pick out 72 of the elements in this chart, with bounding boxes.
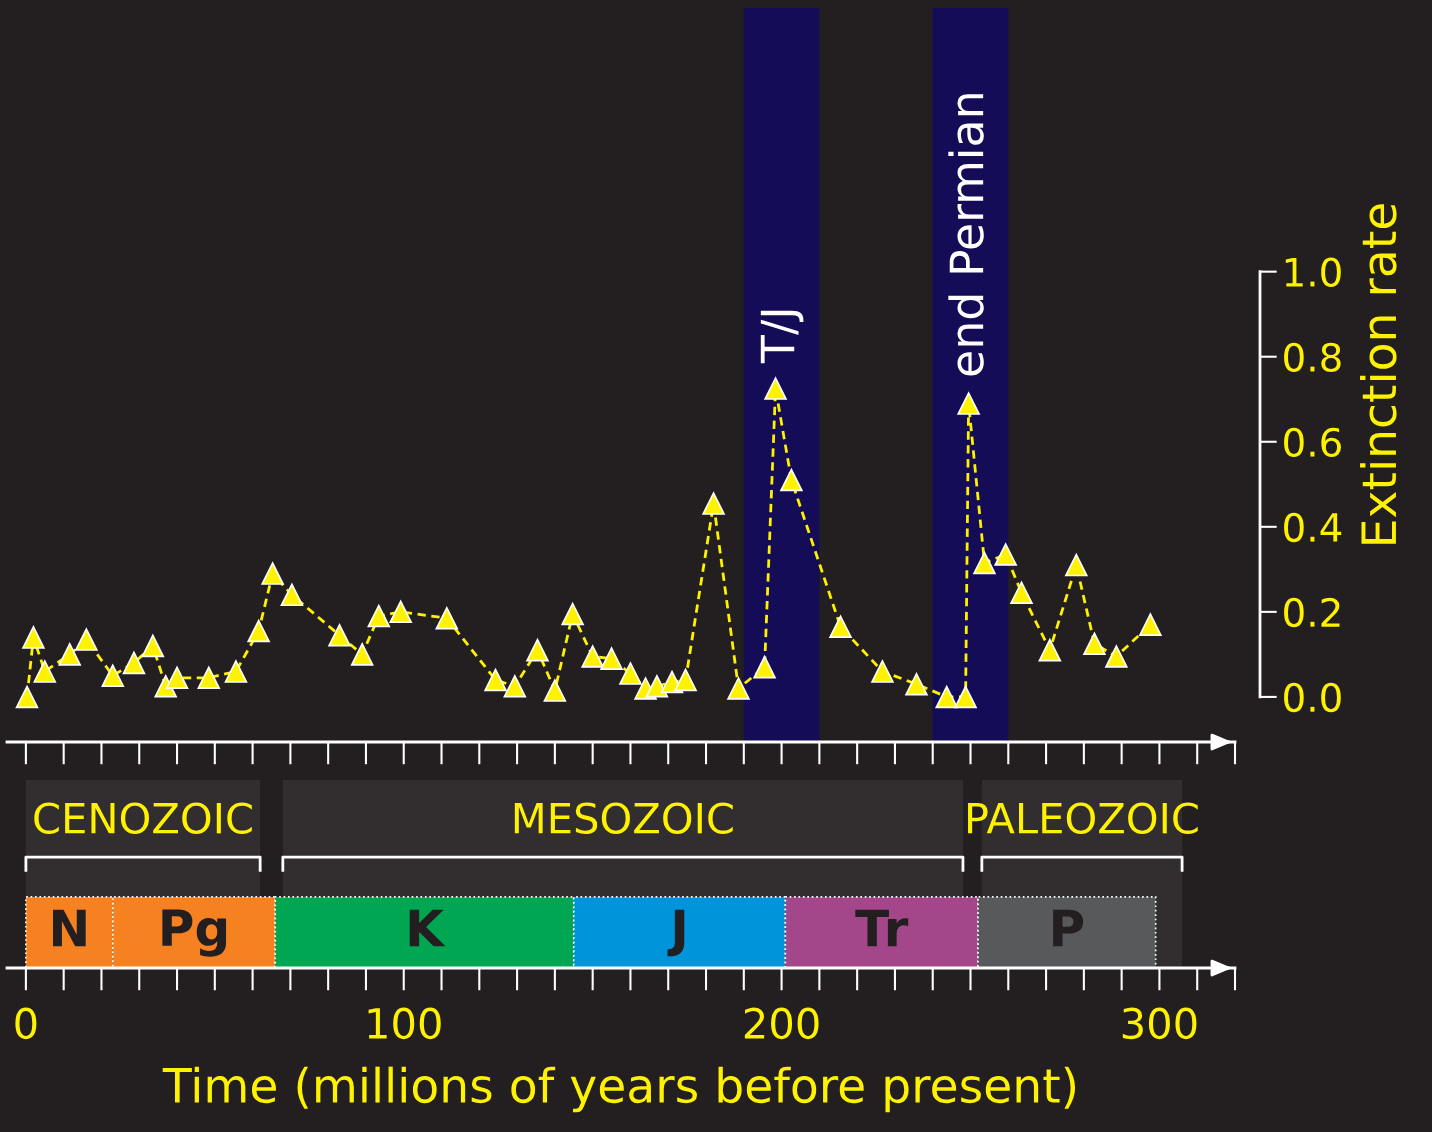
point bbox=[957, 392, 980, 415]
point bbox=[780, 468, 803, 492]
point bbox=[526, 638, 549, 662]
x-tick-label: 100 bbox=[368, 1007, 441, 1040]
band-label: CENOZOIC bbox=[34, 802, 252, 834]
point bbox=[435, 606, 459, 630]
point bbox=[702, 492, 725, 515]
point bbox=[141, 634, 165, 658]
point bbox=[261, 562, 284, 585]
point bbox=[1139, 613, 1162, 636]
band-label: end Permian bbox=[948, 94, 984, 376]
point bbox=[829, 615, 852, 639]
point bbox=[101, 664, 125, 687]
point bbox=[954, 685, 977, 709]
x-tick-label: 300 bbox=[1122, 1007, 1197, 1040]
point bbox=[350, 643, 374, 666]
point bbox=[561, 602, 584, 626]
y-tick-label: 0.0 bbox=[1284, 682, 1341, 713]
point bbox=[753, 655, 776, 679]
point bbox=[165, 666, 189, 690]
y-tick-label: 0.4 bbox=[1284, 512, 1342, 543]
point bbox=[935, 685, 958, 709]
point bbox=[727, 677, 750, 700]
point bbox=[994, 543, 1017, 566]
point bbox=[600, 647, 623, 670]
point bbox=[503, 675, 527, 698]
point bbox=[581, 645, 604, 668]
point bbox=[1065, 553, 1088, 577]
y-tick-label: 1.0 bbox=[1285, 257, 1341, 287]
point bbox=[871, 660, 894, 683]
annotation: Pg bbox=[162, 909, 227, 957]
point bbox=[15, 685, 39, 709]
point bbox=[75, 628, 98, 651]
point bbox=[328, 624, 351, 647]
point bbox=[1010, 581, 1033, 604]
point bbox=[389, 600, 412, 624]
y-axis-title: Extinction rate bbox=[1360, 204, 1397, 544]
point bbox=[1038, 638, 1062, 662]
point bbox=[367, 604, 391, 628]
y-tick-label: 0.6 bbox=[1284, 427, 1341, 458]
point bbox=[1083, 632, 1106, 656]
point bbox=[154, 675, 177, 698]
annotation: P bbox=[1053, 909, 1084, 947]
point bbox=[197, 666, 221, 690]
point bbox=[973, 551, 996, 575]
point bbox=[58, 643, 81, 666]
point bbox=[1105, 645, 1128, 668]
annotation: N bbox=[53, 909, 86, 947]
band-label: MESOZOIC bbox=[514, 802, 733, 834]
point bbox=[905, 672, 928, 696]
point bbox=[619, 662, 642, 685]
x-tick-label: 0 bbox=[15, 1007, 37, 1040]
point bbox=[122, 651, 146, 675]
annotation: Tr bbox=[855, 909, 909, 947]
point bbox=[280, 583, 304, 607]
annotation: J bbox=[667, 909, 685, 957]
point bbox=[33, 660, 57, 683]
point bbox=[674, 668, 697, 692]
x-tick-label: 200 bbox=[744, 1007, 819, 1040]
y-tick-label: 0.8 bbox=[1284, 342, 1341, 373]
point bbox=[224, 660, 248, 683]
x-axis-title: Time (millions of years before present) bbox=[162, 1066, 1076, 1113]
point bbox=[22, 626, 45, 649]
point bbox=[764, 377, 787, 400]
point bbox=[484, 668, 507, 692]
band-label: PALEOZOIC bbox=[968, 802, 1198, 834]
point bbox=[645, 675, 669, 698]
point bbox=[247, 619, 270, 643]
band-label: T/J bbox=[760, 310, 804, 364]
annotation: K bbox=[409, 909, 446, 947]
y-tick-label: 0.2 bbox=[1284, 597, 1340, 628]
point bbox=[543, 679, 567, 702]
